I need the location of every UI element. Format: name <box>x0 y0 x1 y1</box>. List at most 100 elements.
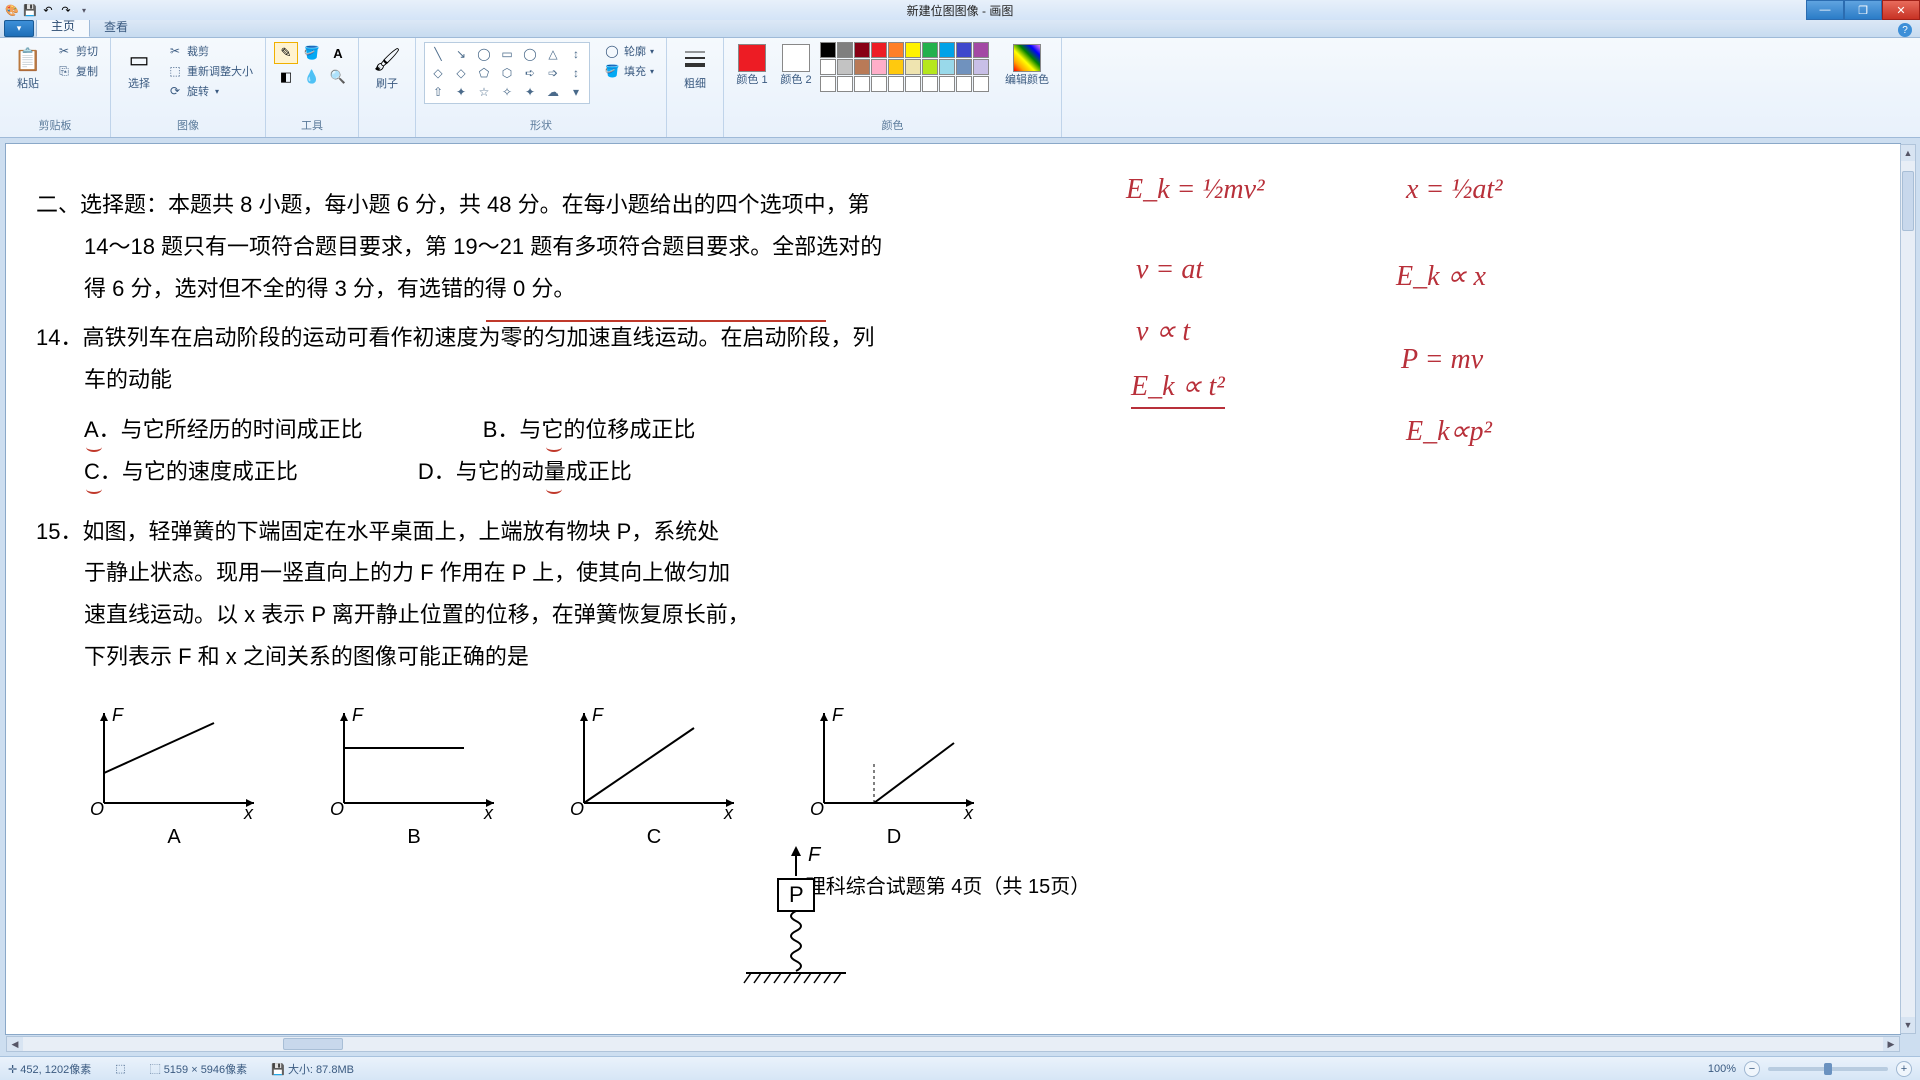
color-swatch[interactable] <box>854 42 870 58</box>
svg-text:F: F <box>808 844 822 866</box>
color2-swatch <box>782 44 810 72</box>
shapes-gallery[interactable]: ╲↘◯▭◯△↕ ◇◇⬠⬡➪➩↕ ⇧✦☆✧✦☁▾ <box>424 42 590 104</box>
eraser-tool[interactable]: ◧ <box>274 66 298 88</box>
color-swatch[interactable] <box>922 59 938 75</box>
group-clipboard: 📋 粘贴 ✂剪切 ⎘复制 剪贴板 <box>0 38 111 137</box>
scroll-thumb[interactable] <box>1902 171 1914 231</box>
ribbon-tabs: 主页 查看 <box>0 20 1920 38</box>
color-swatch[interactable] <box>837 59 853 75</box>
svg-text:x: x <box>483 803 494 823</box>
color-swatch[interactable] <box>939 42 955 58</box>
crop-button[interactable]: ✂裁剪 <box>163 42 257 60</box>
paste-icon: 📋 <box>12 44 44 76</box>
scroll-right-icon[interactable]: ▶ <box>1883 1037 1899 1051</box>
save-icon[interactable]: 💾 <box>22 2 38 18</box>
vertical-scrollbar[interactable]: ▲ ▼ <box>1900 144 1916 1034</box>
edit-colors-button[interactable]: 编辑颜色 <box>1001 42 1053 88</box>
color-swatch[interactable] <box>905 59 921 75</box>
cut-button[interactable]: ✂剪切 <box>52 42 102 60</box>
brushes-button[interactable]: 🖌 刷子 <box>367 42 407 92</box>
color-swatch[interactable] <box>871 59 887 75</box>
canvas-area: 二、选择题：本题共 8 小题，每小题 6 分，共 48 分。在每小题给出的四个选… <box>0 138 1920 1056</box>
spring-figure: F P <box>716 841 876 1001</box>
size-button[interactable]: 粗细 <box>675 42 715 92</box>
scroll-down-icon[interactable]: ▼ <box>1901 1017 1915 1033</box>
annotation-8: E_k∝p² <box>1406 414 1492 448</box>
copy-button[interactable]: ⎘复制 <box>52 62 102 80</box>
canvas[interactable]: 二、选择题：本题共 8 小题，每小题 6 分，共 48 分。在每小题给出的四个选… <box>6 144 1900 1034</box>
close-button[interactable]: ✕ <box>1882 0 1920 20</box>
color-swatch[interactable] <box>888 76 904 92</box>
color-swatch[interactable] <box>905 76 921 92</box>
scroll-left-icon[interactable]: ◀ <box>7 1037 23 1051</box>
color1-swatch <box>738 44 766 72</box>
annotation-1: E_k = ½mv² <box>1126 174 1264 206</box>
color-swatch[interactable] <box>905 42 921 58</box>
help-icon[interactable]: ? <box>1898 23 1912 37</box>
crop-icon: ✂ <box>167 43 183 59</box>
window-controls: — ❐ ✕ <box>1806 0 1920 20</box>
minimize-button[interactable]: — <box>1806 0 1844 20</box>
select-button[interactable]: ▭ 选择 <box>119 42 159 92</box>
color-swatch[interactable] <box>820 42 836 58</box>
scroll-up-icon[interactable]: ▲ <box>1901 145 1915 161</box>
zoom-tool[interactable]: 🔍 <box>326 66 350 88</box>
undo-icon[interactable]: ↶ <box>40 2 56 18</box>
color-swatch[interactable] <box>973 76 989 92</box>
zoom-out-button[interactable]: − <box>1744 1061 1760 1077</box>
color-swatch[interactable] <box>871 42 887 58</box>
scroll-thumb[interactable] <box>283 1038 343 1050</box>
color-swatch[interactable] <box>854 76 870 92</box>
picker-tool[interactable]: 💧 <box>300 66 324 88</box>
annotation-6: E_k ∝ t² <box>1131 369 1225 409</box>
copy-icon: ⎘ <box>56 63 72 79</box>
question-15: 15．如图，轻弹簧的下端固定在水平桌面上，上端放有物块 P，系统处 于静止状态。… <box>36 511 1860 678</box>
color-swatch[interactable] <box>820 76 836 92</box>
color-swatch[interactable] <box>939 59 955 75</box>
color-swatch[interactable] <box>837 42 853 58</box>
color2-button[interactable]: 颜色 2 <box>776 42 816 88</box>
annotation-5: v ∝ t <box>1136 314 1190 348</box>
color1-button[interactable]: 颜色 1 <box>732 42 772 88</box>
redo-icon[interactable]: ↷ <box>58 2 74 18</box>
color-swatch[interactable] <box>956 76 972 92</box>
color-swatch[interactable] <box>888 59 904 75</box>
red-mark <box>546 484 562 494</box>
shape-outline-button[interactable]: ◯轮廓▾ <box>600 42 658 60</box>
shape-fill-button[interactable]: 🪣填充▾ <box>600 62 658 80</box>
select-icon: ▭ <box>123 44 155 76</box>
color-swatch[interactable] <box>956 59 972 75</box>
text-tool[interactable]: A <box>326 42 350 64</box>
title-bar: 🎨 💾 ↶ ↷ ▾ 新建位图图像 - 画图 — ❐ ✕ <box>0 0 1920 20</box>
fill-tool[interactable]: 🪣 <box>300 42 324 64</box>
color-swatch[interactable] <box>922 76 938 92</box>
color-swatch[interactable] <box>854 59 870 75</box>
color-swatch[interactable] <box>973 42 989 58</box>
paste-button[interactable]: 📋 粘贴 <box>8 42 48 92</box>
pencil-tool[interactable]: ✎ <box>274 42 298 64</box>
file-menu-button[interactable] <box>4 20 34 37</box>
zoom-in-button[interactable]: + <box>1896 1061 1912 1077</box>
qat-dropdown-icon[interactable]: ▾ <box>76 2 92 18</box>
color-swatch[interactable] <box>939 76 955 92</box>
color-swatch[interactable] <box>837 76 853 92</box>
horizontal-scrollbar[interactable]: ◀ ▶ <box>6 1036 1900 1052</box>
selection-size: ⬚ <box>115 1062 125 1075</box>
rotate-button[interactable]: ⟳旋转▾ <box>163 82 257 100</box>
app-icon: 🎨 <box>4 2 20 18</box>
color-swatch[interactable] <box>973 59 989 75</box>
q15-graphs: FOx A FOx B FOx C FOx D <box>36 698 1860 828</box>
resize-button[interactable]: ⬚重新调整大小 <box>163 62 257 80</box>
svg-text:O: O <box>810 799 824 819</box>
group-label: 剪贴板 <box>8 115 102 135</box>
color-swatch[interactable] <box>820 59 836 75</box>
color-swatch[interactable] <box>888 42 904 58</box>
svg-text:F: F <box>352 705 364 725</box>
page-footer: 理科综合试题第 4页（共 15页） <box>36 868 1860 906</box>
zoom-slider[interactable] <box>1768 1067 1888 1071</box>
maximize-button[interactable]: ❐ <box>1844 0 1882 20</box>
color-swatch[interactable] <box>956 42 972 58</box>
graph-A: FOx A <box>84 698 264 828</box>
color-swatch[interactable] <box>871 76 887 92</box>
color-swatch[interactable] <box>922 42 938 58</box>
